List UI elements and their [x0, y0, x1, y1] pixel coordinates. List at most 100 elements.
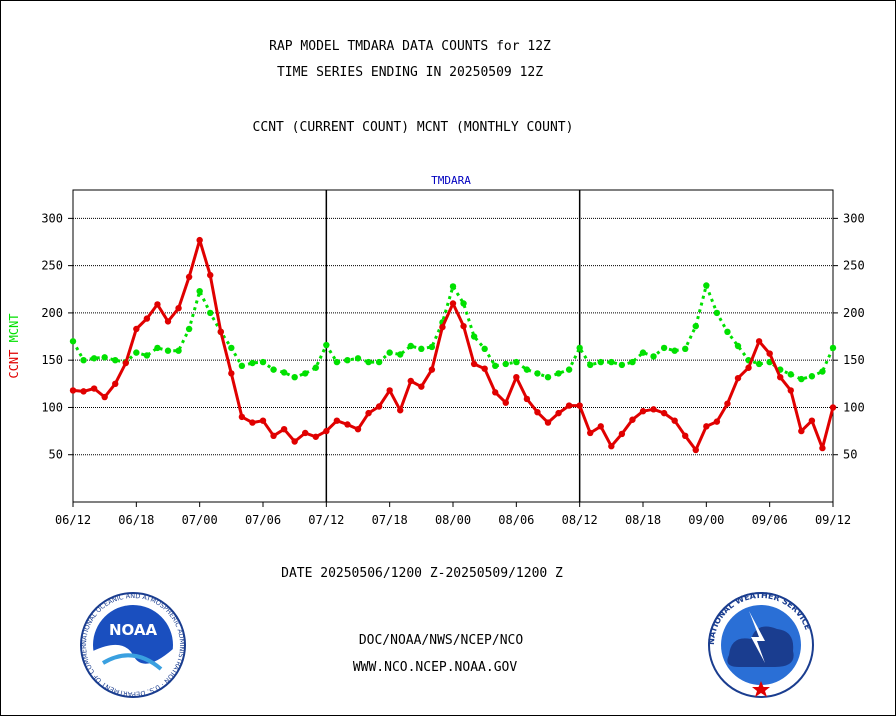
- data-point-mcnt: [112, 356, 119, 364]
- website-label: WWW.NCO.NCEP.NOAA.GOV: [352, 660, 518, 675]
- data-point-mcnt: [354, 355, 362, 362]
- y-tick-label-left: 150: [41, 353, 63, 367]
- data-point-ccnt: [185, 273, 193, 281]
- y-tick-label-right: 150: [843, 353, 865, 367]
- data-point-ccnt: [133, 325, 140, 333]
- data-point-mcnt: [154, 344, 161, 352]
- data-point-mcnt: [808, 373, 816, 380]
- data-point-mcnt: [397, 351, 404, 358]
- data-point-mcnt: [344, 356, 351, 364]
- data-point-ccnt: [90, 385, 98, 392]
- data-point-ccnt: [608, 443, 615, 450]
- data-point-ccnt: [259, 417, 267, 424]
- data-point-mcnt: [207, 309, 214, 317]
- data-point-mcnt: [259, 358, 267, 366]
- data-point-mcnt: [143, 352, 151, 359]
- data-point-ccnt: [122, 359, 129, 367]
- x-tick-label: 09/06: [752, 513, 788, 527]
- data-point-mcnt: [418, 345, 425, 353]
- data-point-mcnt: [323, 341, 330, 349]
- data-point-mcnt: [375, 358, 383, 366]
- data-point-mcnt: [523, 366, 531, 373]
- data-point-ccnt: [333, 417, 341, 424]
- data-point-mcnt: [449, 283, 457, 290]
- data-point-ccnt: [755, 338, 763, 345]
- data-point-ccnt: [69, 387, 77, 394]
- y-axis-label-ccnt: CCNT: [7, 350, 21, 379]
- y-tick-label-left: 250: [41, 259, 63, 273]
- data-point-ccnt: [650, 406, 657, 413]
- data-point-mcnt: [671, 347, 678, 354]
- data-point-mcnt: [270, 366, 277, 373]
- data-point-mcnt: [608, 358, 615, 366]
- x-tick-label: 06/18: [118, 513, 154, 527]
- data-point-ccnt: [217, 328, 224, 336]
- data-point-ccnt: [534, 408, 541, 416]
- data-point-mcnt: [618, 361, 626, 369]
- data-point-ccnt: [565, 402, 573, 409]
- data-point-ccnt: [470, 360, 478, 368]
- data-point-mcnt: [291, 374, 298, 381]
- data-point-mcnt: [333, 358, 341, 366]
- data-point-ccnt: [323, 427, 330, 435]
- data-point-ccnt: [587, 429, 594, 437]
- x-tick-label: 07/00: [182, 513, 218, 527]
- data-point-mcnt: [175, 347, 182, 354]
- data-point-mcnt: [69, 338, 77, 345]
- data-point-mcnt: [724, 328, 731, 336]
- data-point-ccnt: [249, 419, 256, 426]
- data-point-mcnt: [492, 362, 499, 370]
- y-axis-label: CCNT MCNT: [7, 313, 21, 378]
- data-point-ccnt: [682, 432, 689, 440]
- chart-title-line-1: RAP MODEL TMDARA DATA COUNTS for 12Z: [269, 39, 551, 54]
- data-point-ccnt: [544, 419, 552, 426]
- chart-title-line-3: CCNT (CURRENT COUNT) MCNT (MONTHLY COUNT…: [252, 120, 574, 135]
- data-point-ccnt: [354, 426, 362, 433]
- data-point-mcnt: [80, 356, 87, 364]
- y-tick-label-right: 50: [843, 448, 857, 462]
- data-point-ccnt: [766, 350, 773, 357]
- x-tick-label: 08/06: [498, 513, 534, 527]
- data-point-mcnt: [386, 349, 393, 356]
- data-point-ccnt: [80, 388, 87, 395]
- data-point-mcnt: [798, 375, 805, 383]
- x-tick-label: 06/12: [55, 513, 91, 527]
- x-tick-label: 09/00: [688, 513, 724, 527]
- data-point-mcnt: [576, 344, 583, 352]
- data-point-ccnt: [576, 402, 583, 409]
- data-point-ccnt: [819, 444, 826, 452]
- data-point-ccnt: [808, 417, 816, 424]
- data-point-mcnt: [428, 343, 436, 351]
- data-point-ccnt: [196, 236, 203, 244]
- x-tick-label: 07/06: [245, 513, 281, 527]
- data-point-ccnt: [112, 380, 119, 388]
- data-point-ccnt: [164, 318, 172, 325]
- data-point-ccnt: [312, 433, 319, 440]
- data-point-ccnt: [618, 430, 626, 438]
- data-point-mcnt: [660, 344, 668, 352]
- chart-title-line-2: TIME SERIES ENDING IN 20250509 12Z: [276, 65, 544, 80]
- data-point-ccnt: [745, 364, 752, 371]
- x-tick-label: 08/00: [435, 513, 471, 527]
- data-point-mcnt: [249, 359, 256, 367]
- y-tick-label-left: 50: [49, 448, 63, 462]
- data-point-mcnt: [534, 370, 541, 377]
- x-tick-label: 08/12: [562, 513, 598, 527]
- data-point-mcnt: [481, 345, 488, 353]
- data-point-ccnt: [101, 393, 108, 401]
- data-point-ccnt: [397, 407, 404, 414]
- data-point-ccnt: [513, 374, 520, 381]
- data-point-ccnt: [344, 421, 351, 428]
- noaa-logo-text: NOAA: [109, 621, 158, 639]
- data-point-mcnt: [238, 362, 246, 370]
- data-point-ccnt: [523, 395, 531, 403]
- data-point-ccnt: [798, 427, 805, 435]
- data-point-ccnt: [639, 408, 647, 415]
- data-point-mcnt: [639, 349, 647, 356]
- data-point-mcnt: [470, 333, 478, 340]
- data-point-mcnt: [302, 370, 309, 377]
- data-point-mcnt: [819, 368, 826, 375]
- y-tick-label-right: 300: [843, 211, 865, 225]
- data-point-mcnt: [228, 344, 235, 352]
- data-point-ccnt: [502, 399, 509, 406]
